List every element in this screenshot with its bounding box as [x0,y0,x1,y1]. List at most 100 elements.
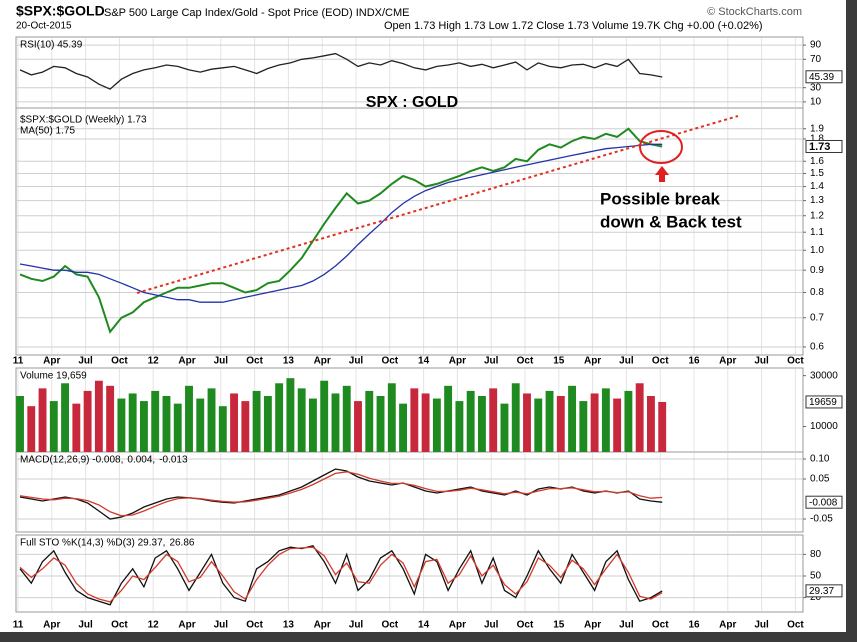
series-line [19,127,663,334]
volume-bar [590,393,599,452]
x-tick-label: Oct [111,620,128,631]
volume-bar [16,396,24,452]
volume-bar [432,398,441,452]
x-tick-label: Jul [349,356,364,367]
source: © StockCharts.com [707,6,802,18]
volume-bar [252,390,261,452]
x-tick-label: Jul [349,620,364,631]
last-value-label: 1.73 [809,141,830,153]
volume-bar [466,390,475,452]
y-tick-label: 0.9 [810,265,824,276]
volume-bar [139,401,148,452]
symbol: $SPX:$GOLD [16,3,105,19]
x-tick-label: 12 [148,356,160,367]
date: 20-Oct-2015 [16,21,72,32]
volume-bar [185,385,193,452]
volume-bar [489,388,498,452]
last-value-label: 29.37 [809,586,834,597]
annotation: SPX : GOLD [366,94,458,111]
volume-bar [613,398,622,452]
x-tick-label: Jul [484,356,499,367]
x-tick-label: Apr [584,356,601,367]
last-value-label: -0.008 [809,497,838,508]
legend-label: Full STO %K(14,3) %D(3) 29.37, [20,538,165,549]
volume-bar [308,398,317,452]
y-tick-label: 1.9 [810,123,824,134]
series-line [19,546,663,603]
volume-bar [556,396,565,452]
y-tick-label: 1.3 [810,195,824,206]
volume-bar [162,396,171,452]
volume-bar [263,396,272,452]
volume-bar [72,403,81,452]
x-tick-label: Jul [214,356,229,367]
volume-bar [477,396,486,452]
highlight-circle [639,130,683,164]
x-tick-label: 15 [553,620,565,631]
volume-bar [61,383,70,452]
series-line [19,471,663,517]
volume-bar [117,398,126,452]
x-tick-label: 14 [418,620,430,631]
volume-bar [354,401,362,452]
volume-bar [658,401,667,452]
x-tick-label: Apr [719,356,736,367]
volume-bar [275,383,284,452]
volume-bar [106,385,115,452]
volume-bar [523,393,531,452]
pane [15,36,804,109]
annotation: Possible break [600,189,721,208]
volume-bar [320,380,329,452]
x-tick-label: 13 [283,356,295,367]
volume-bar [27,406,36,452]
x-tick-label: Oct [111,356,128,367]
y-tick-label: 1.1 [810,227,824,238]
legend-label: RSI(10) 45.39 [20,40,83,51]
y-tick-label: 90 [810,40,822,51]
x-tick-label: Oct [652,620,669,631]
volume-bar [421,393,430,452]
y-tick-label: 1.5 [810,168,824,179]
x-tick-label: 16 [688,356,700,367]
volume-bar [49,401,58,452]
x-tick-label: Oct [517,620,534,631]
x-tick-label: 11 [13,620,24,631]
x-tick-label: Jul [78,620,93,631]
y-tick-label: 80 [810,549,822,560]
volume-bar [545,390,554,452]
y-tick-label: 0.6 [810,342,824,353]
volume-bar [38,388,47,452]
x-tick-label: 11 [13,356,24,367]
y-tick-label: 10000 [810,421,838,432]
volume-bar [534,398,543,452]
volume-bar [579,401,588,452]
volume-bar [297,388,306,452]
legend-label: -0.013 [159,455,188,466]
volume-bar [128,393,137,452]
x-tick-label: 15 [553,356,565,367]
legend-label: $SPX:$GOLD (Weekly) 1.73 [20,115,147,126]
y-tick-label: 30000 [810,370,838,381]
y-tick-label: 1.6 [810,156,824,167]
last-value-box [805,139,843,153]
ohlc: Open 1.73 High 1.73 Low 1.72 Close 1.73 … [384,20,763,32]
y-tick-label: 20 [810,592,822,603]
x-tick-label: Apr [43,356,60,367]
volume-bar [173,403,182,452]
pane [15,534,804,613]
volume-bar [207,388,216,452]
x-tick-label: 13 [283,620,295,631]
volume-bar [568,385,577,452]
arrow [655,166,669,182]
x-tick-label: Apr [314,620,331,631]
x-tick-label: Apr [178,620,195,631]
y-tick-label: 0.10 [810,454,830,465]
x-tick-label: Apr [449,620,466,631]
volume-bar [646,396,655,452]
x-tick-label: Jul [754,620,769,631]
y-tick-label: 1.4 [810,181,824,192]
volume-bar [511,383,520,452]
x-tick-label: Apr [43,620,60,631]
volume-bar [151,390,160,452]
